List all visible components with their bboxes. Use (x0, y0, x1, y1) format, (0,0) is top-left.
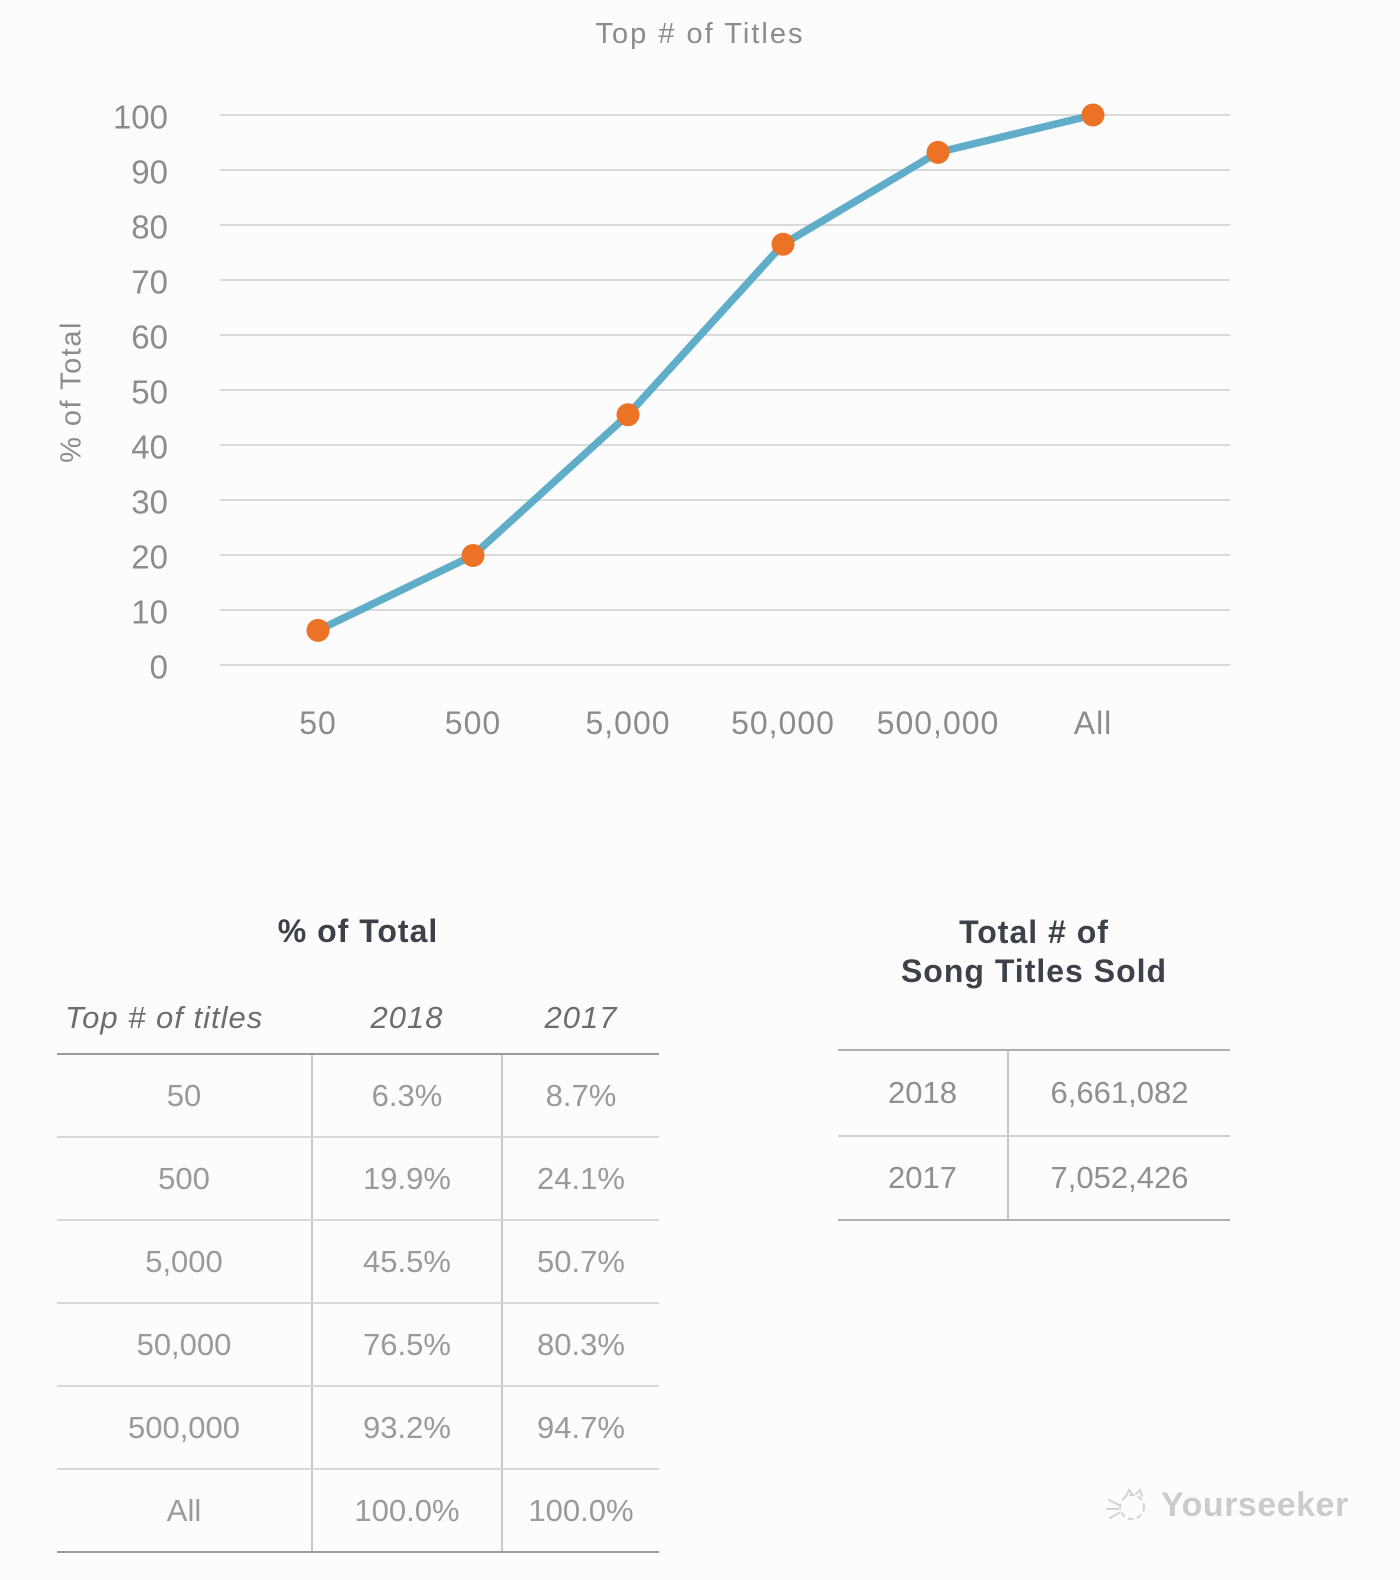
percent-table-row: All 100.0% 100.0% (57, 1470, 659, 1553)
y-axis-tick-label: 40 (131, 429, 168, 466)
percent-table-row: 500 19.9% 24.1% (57, 1138, 659, 1221)
percent-table-cell: 45.5% (311, 1221, 503, 1302)
percent-table-title: % of Total (277, 913, 439, 949)
percent-table-row: 50 6.3% 8.7% (57, 1055, 659, 1138)
data-point-marker (616, 403, 640, 427)
percent-table-cell: 24.1% (537, 1160, 625, 1196)
totals-table-cell: 6,661,082 (1007, 1051, 1230, 1135)
totals-table-title-line2: Song Titles Sold (900, 953, 1168, 989)
percent-table-cell: 80.3% (537, 1326, 625, 1362)
totals-table-cell: 2017 (888, 1160, 957, 1195)
totals-table-title: Total # of Song Titles Sold (838, 913, 1230, 991)
watermark-label: Yourseeker (1161, 1485, 1349, 1524)
percent-table-cell: 8.7% (545, 1077, 617, 1113)
percent-table-cell: 500 (158, 1160, 210, 1196)
percent-table-cell: 19.9% (311, 1138, 503, 1219)
percent-table-cell: 5,000 (145, 1243, 223, 1279)
x-axis-tick-label: 5,000 (585, 705, 670, 741)
y-axis-tick-label: 80 (131, 209, 168, 246)
totals-table-row: 2018 6,661,082 (838, 1051, 1230, 1135)
column-header-top-titles: Top # of titles (65, 1000, 264, 1035)
percent-table-cell: 100.0% (528, 1492, 634, 1528)
percent-table-cell: 50.7% (537, 1243, 625, 1279)
y-axis-tick-label: 100 (113, 99, 168, 136)
watermark: Yourseeker (1105, 1482, 1349, 1528)
y-axis-tick-label: 70 (131, 264, 168, 301)
percent-table-body: 50 6.3% 8.7% 500 19.9% 24.1% 5,000 45.5% 50.7% 50… (57, 1055, 659, 1553)
y-axis-tick-label: 50 (131, 374, 168, 411)
totals-table-body: 2018 6,661,082 2017 7,052,426 (838, 1049, 1230, 1221)
x-axis-tick-label: 50,000 (731, 705, 835, 741)
y-axis-tick-label: 30 (131, 484, 168, 521)
percent-table-cell: 50,000 (136, 1326, 232, 1362)
percent-table: % of Total Top # of titles 2018 2017 50 6… (57, 913, 659, 1553)
percent-table-cell: 76.5% (311, 1304, 503, 1385)
y-axis-tick-label: 10 (131, 594, 168, 631)
totals-table: Total # of Song Titles Sold 2018 6,661,08… (838, 913, 1230, 1221)
column-header-2018: 2018 (370, 1000, 444, 1035)
y-axis-tick-label: 90 (131, 154, 168, 191)
data-point-marker (926, 140, 950, 164)
percent-table-row: 50,000 76.5% 80.3% (57, 1304, 659, 1387)
percent-table-cell: All (166, 1492, 202, 1528)
series-line-2018 (314, 111, 1097, 635)
percent-table-cell: 100.0% (311, 1470, 503, 1551)
percent-table-cell: 50 (166, 1077, 202, 1113)
percent-table-header: Top # of titles 2018 2017 (57, 1000, 659, 1055)
percent-table-cell: 6.3% (311, 1055, 503, 1136)
percent-table-cell: 94.7% (537, 1409, 625, 1445)
data-point-marker (771, 232, 795, 256)
column-header-2017: 2017 (544, 1000, 618, 1035)
x-axis-tick-label: 500,000 (877, 705, 1000, 741)
data-point-marker (1081, 103, 1105, 127)
totals-table-cell: 2018 (888, 1075, 957, 1110)
totals-table-row: 2017 7,052,426 (838, 1135, 1230, 1219)
totals-table-cell: 7,052,426 (1007, 1137, 1230, 1219)
x-axis-tick-label: All (1074, 705, 1113, 741)
percent-table-row: 500,000 93.2% 94.7% (57, 1387, 659, 1470)
x-axis-tick-label: 500 (445, 705, 501, 741)
data-point-marker (306, 618, 330, 642)
chart-title: Top # of Titles (595, 18, 805, 50)
y-axis-tick-label: 20 (131, 539, 168, 576)
line-chart: 0 10 20 30 40 50 60 70 80 90 100 50 500 5,000 50,000 50… (113, 99, 1230, 741)
y-axis-tick-label: 60 (131, 319, 168, 356)
percent-table-cell: 93.2% (311, 1387, 503, 1468)
yourseeker-logo-icon (1106, 1488, 1145, 1520)
percent-table-cell: 500,000 (127, 1409, 241, 1445)
x-axis-tick-label: 50 (299, 705, 337, 741)
data-point-marker (461, 544, 485, 568)
totals-table-title-line1: Total # of (959, 914, 1109, 950)
percent-table-row: 5,000 45.5% 50.7% (57, 1221, 659, 1304)
y-axis-tick-label: 0 (150, 649, 168, 686)
